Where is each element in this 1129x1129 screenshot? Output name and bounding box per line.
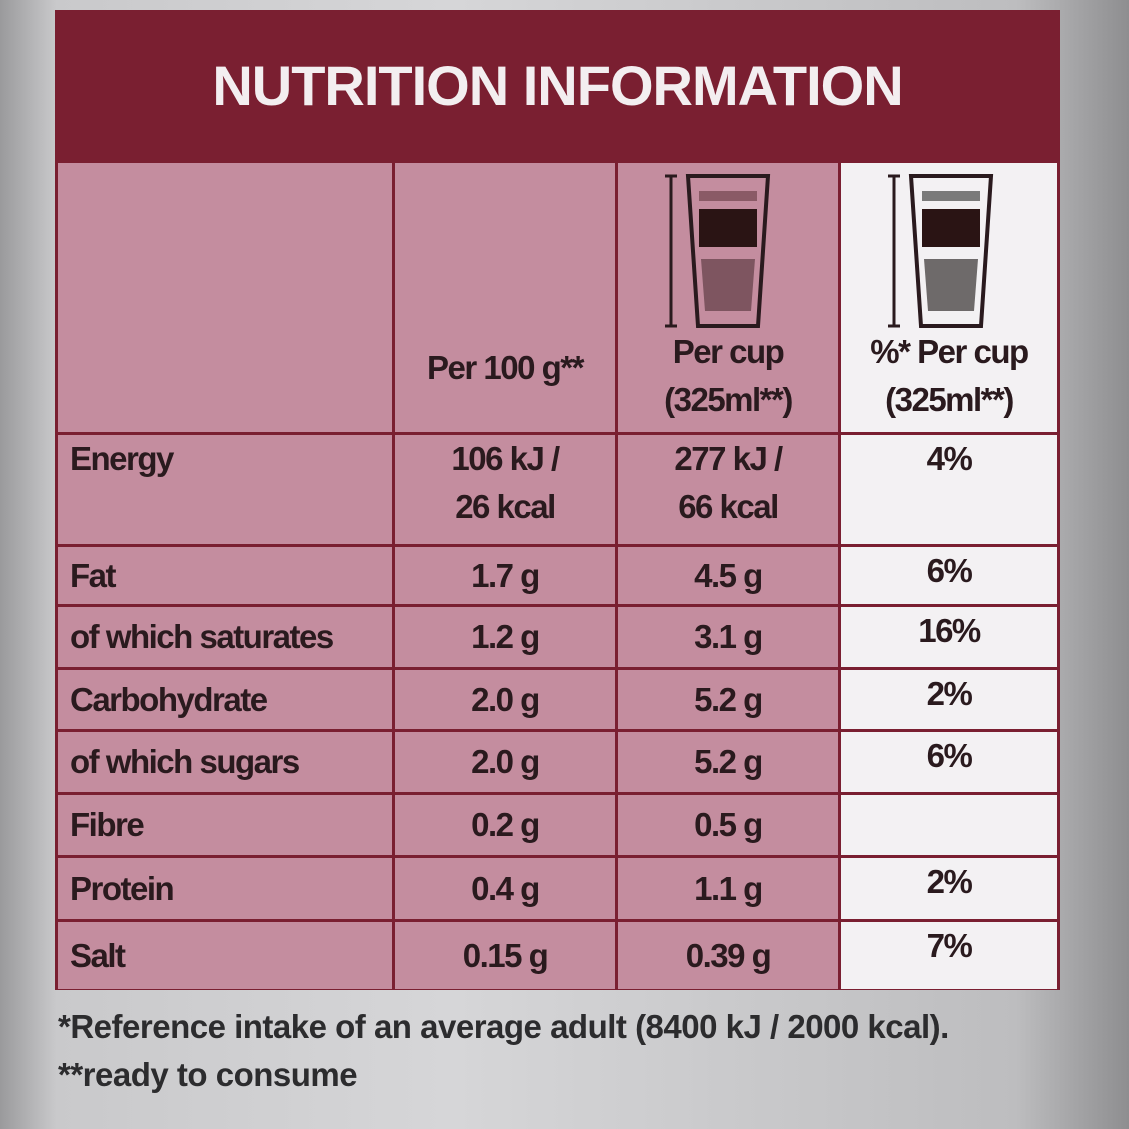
value-per-100g: 0.2 g [395,795,615,855]
value-per-100g: 2.0 g [395,732,615,792]
cup-icon [888,174,994,328]
cell-line: 26 kcal [455,488,556,525]
value-per-100g: 0.15 g [395,922,615,989]
header-cell [58,163,392,432]
value-per-100g: 1.2 g [395,607,615,667]
column-header: Per cup (325ml**) [618,163,838,432]
value-per-cup: 4.5 g [618,547,838,604]
value-per-cup: 0.5 g [618,795,838,855]
cell-line: Per cup [672,333,785,370]
cell-line: %* Per cup [870,333,1029,370]
title: NUTRITION INFORMATION [212,53,903,117]
value-per-100g: 1.7 g [395,547,615,604]
value-per-cup: 5.2 g [618,732,838,792]
row-label: Carbohydrate [58,670,392,729]
value-percent: 16% [841,607,1057,667]
value-per-100g: 2.0 g [395,670,615,729]
value-per-cup: 0.39 g [618,922,838,989]
cup-part [922,209,980,247]
row-label: of which saturates [58,607,392,667]
footnote: **ready to consume [58,1056,358,1093]
cup-part [685,174,771,328]
row-label: Fat [58,547,392,604]
cell-line: (325ml**) [664,381,793,418]
value-percent [841,795,1057,855]
row-label: Fibre [58,795,392,855]
value-percent: 7% [841,922,1057,989]
cup-icon [665,174,771,328]
cup-part [699,209,757,247]
cup-part [701,259,755,311]
value-per-100g: 106 kJ / 26 kcal [395,435,615,544]
value-percent: 2% [841,670,1057,729]
cup-part [908,174,994,328]
cell-line: 277 kJ / [674,440,783,477]
value-percent: 2% [841,858,1057,919]
row-label: Protein [58,858,392,919]
value-per-cup: 1.1 g [618,858,838,919]
cup-part [922,191,980,201]
cup-part [924,259,978,311]
cup-part [699,191,757,201]
value-per-100g: 0.4 g [395,858,615,919]
footnote: *Reference intake of an average adult (8… [58,1008,949,1045]
row-label: Salt [58,922,392,989]
value-per-cup: 5.2 g [618,670,838,729]
value-percent: 6% [841,732,1057,792]
column-header: %* Per cup (325ml**) [841,163,1057,432]
column-header: Per 100 g** [395,163,615,432]
value-percent: 6% [841,547,1057,604]
value-per-cup: 277 kJ / 66 kcal [618,435,838,544]
row-label: Energy [58,435,392,544]
value-per-cup: 3.1 g [618,607,838,667]
row-label: of which sugars [58,732,392,792]
cell-line: 106 kJ / [451,440,560,477]
cell-line: (325ml**) [885,381,1014,418]
value-percent: 4% [841,435,1057,544]
cell-line: 66 kcal [678,488,779,525]
nutrition-panel: NUTRITION INFORMATION Per 100 g** Per cup… [55,10,1060,990]
